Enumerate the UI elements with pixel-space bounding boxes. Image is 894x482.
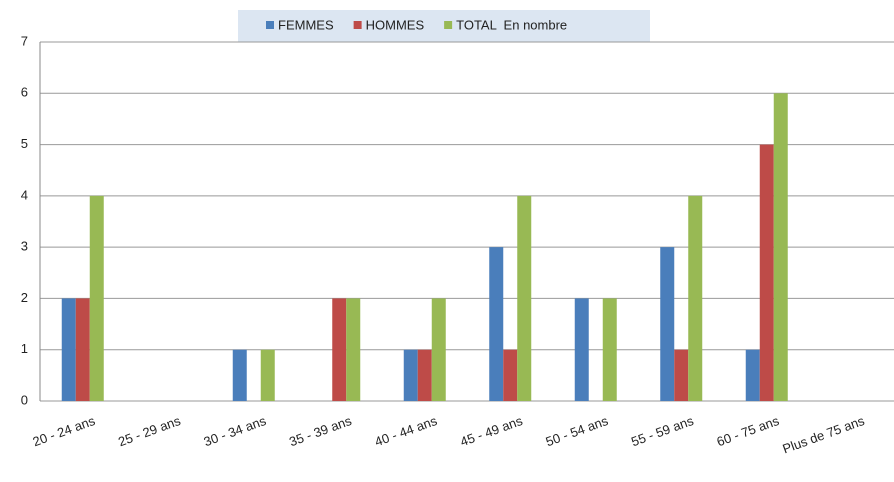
legend-label: HOMMES [366, 17, 425, 32]
y-tick-label: 6 [21, 85, 28, 100]
y-tick-label: 3 [21, 239, 28, 254]
y-tick-label: 0 [21, 392, 28, 407]
x-tick-label: 50 - 54 ans [544, 413, 611, 450]
bar [745, 349, 760, 401]
bar [674, 349, 689, 401]
x-tick-label: Plus de 75 ans [780, 413, 866, 457]
bar [75, 298, 90, 401]
x-tick-label: 25 - 29 ans [116, 413, 183, 450]
y-tick-label: 4 [21, 187, 28, 202]
bar [260, 349, 275, 401]
bar [89, 195, 104, 401]
x-tick-label: 40 - 44 ans [373, 413, 440, 450]
bar [503, 349, 518, 401]
y-tick-label: 5 [21, 136, 28, 151]
bar [489, 247, 504, 401]
bar [61, 298, 76, 401]
x-tick-label: 30 - 34 ans [202, 413, 269, 450]
legend-swatch [266, 21, 274, 29]
bar [688, 195, 703, 401]
legend-label: TOTAL En nombre [456, 17, 567, 32]
bar [403, 349, 418, 401]
x-tick-label: 35 - 39 ans [287, 413, 354, 450]
bar [346, 298, 361, 401]
bar [574, 298, 589, 401]
y-tick-label: 7 [21, 33, 28, 48]
bar [417, 349, 432, 401]
x-tick-label: 45 - 49 ans [458, 413, 525, 450]
bar [332, 298, 347, 401]
legend-swatch [353, 21, 362, 29]
x-tick-label: 20 - 24 ans [31, 413, 98, 450]
legend-box [238, 10, 650, 42]
bar [602, 298, 617, 401]
bar [517, 195, 532, 401]
bar [431, 298, 446, 401]
x-tick-label: 60 - 75 ans [715, 413, 782, 450]
legend-label: FEMMES [278, 17, 334, 32]
y-tick-label: 1 [21, 341, 28, 356]
bar [232, 349, 247, 401]
legend-swatch [444, 21, 453, 29]
bar [759, 144, 774, 402]
x-tick-label: 55 - 59 ans [629, 413, 696, 450]
bar [773, 93, 788, 402]
bar [660, 247, 675, 401]
y-tick-label: 2 [21, 290, 28, 305]
